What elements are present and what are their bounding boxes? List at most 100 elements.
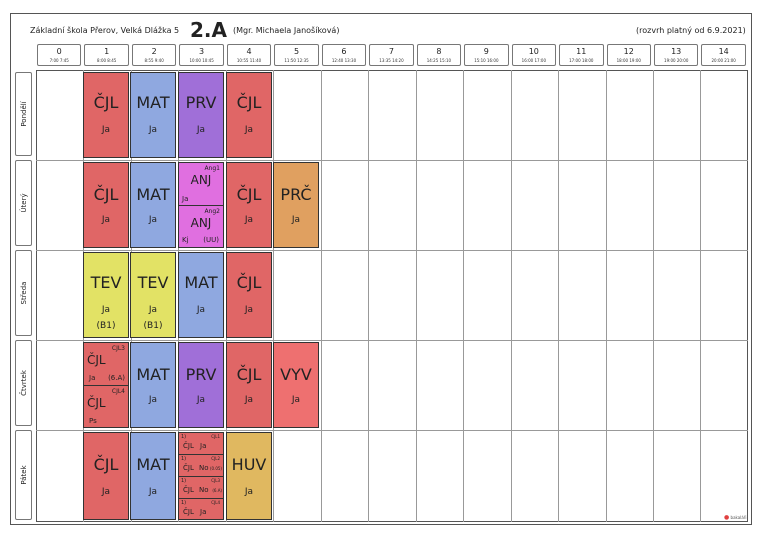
period-header-6: 6 12:40 13:30 <box>321 44 367 66</box>
lesson-subject: ČJL <box>93 185 119 204</box>
lesson-mon-1[interactable]: ČJL Ja <box>83 72 129 158</box>
lesson-subject: ČJL <box>236 365 262 384</box>
lesson-room: (6.A) <box>212 488 222 493</box>
lesson-group: CJL3 <box>111 345 125 352</box>
lesson-subject: PRV <box>185 93 217 112</box>
lesson-group: Ang1 <box>204 165 220 172</box>
lesson-subject: MAT <box>136 455 170 474</box>
grid-column-line <box>273 70 275 522</box>
grid-column-line <box>605 70 607 522</box>
grid-row-line <box>36 160 748 161</box>
logo-icon: ● <box>724 514 730 521</box>
lesson-teacher: Ja <box>148 487 158 497</box>
lesson-teacher: Kj <box>182 236 189 244</box>
lesson-thu-4[interactable]: ČJL Ja <box>226 342 272 428</box>
lesson-subject: ANJ <box>190 216 212 230</box>
lesson-teacher: Ja <box>244 305 254 315</box>
lesson-group-cjl3[interactable]: CJL3 ČJL Ja (6.A) <box>84 343 128 386</box>
lesson-subject: ČJL <box>87 396 106 410</box>
lesson-subject: MAT <box>136 185 170 204</box>
period-time: 14:25 15:10 <box>426 58 452 63</box>
lesson-fri-1[interactable]: ČJL Ja <box>83 432 129 520</box>
lesson-subject: TEV <box>90 273 122 292</box>
period-header-10: 10 16:00 17:00 <box>511 44 557 66</box>
lesson-subject: ČJL <box>183 464 194 472</box>
lesson-wed-2[interactable]: TEV Ja (B1) <box>130 252 176 338</box>
grid-row-line <box>36 250 748 251</box>
period-time: 10:55 11:40 <box>236 58 262 63</box>
lesson-group-cjl1[interactable]: 1) CJL1 ČJL Ja <box>179 433 223 455</box>
grid-column-line <box>510 70 512 522</box>
lesson-group: Ang2 <box>204 208 220 215</box>
lesson-thu-2[interactable]: MAT Ja <box>130 342 176 428</box>
period-time: 13:35 14:20 <box>379 58 404 63</box>
lesson-wed-1[interactable]: TEV Ja (B1) <box>83 252 129 338</box>
lesson-teacher: Ja <box>196 305 206 315</box>
lesson-group-cjl2[interactable]: 1) CJL2 ČJL No (0.05) <box>179 455 223 477</box>
period-number: 13 <box>671 47 682 56</box>
lesson-fri-2[interactable]: MAT Ja <box>130 432 176 520</box>
lesson-group-cjl4[interactable]: 1) CJL4 ČJL Ja <box>181 500 220 516</box>
day-label-tuesday: Úterý <box>15 160 32 246</box>
grid-row-line <box>36 340 748 341</box>
period-time: 15:10 16:00 <box>474 58 499 63</box>
lesson-teacher: Ja <box>101 487 111 497</box>
period-number: 5 <box>293 47 300 56</box>
lesson-group-ang1[interactable]: Ang1 ANJ Ja <box>179 163 223 206</box>
period-header-13: 13 19:00 20:00 <box>653 44 699 66</box>
valid-from: (rozvrh platný od 6.9.2021) <box>636 26 746 35</box>
period-time: 7:00 7:45 <box>49 58 69 63</box>
lesson-mon-3[interactable]: PRV Ja <box>178 72 224 158</box>
lesson-group-cjl4[interactable]: CJL4 ČJL Ps <box>84 386 128 427</box>
lesson-tue-3[interactable]: Ang1 ANJ Ja Ang2 ANJ Kj (UU) <box>178 162 224 248</box>
lesson-teacher: Ja <box>244 215 254 225</box>
lesson-wed-4[interactable]: ČJL Ja <box>226 252 272 338</box>
day-label-thursday: Čtvrtek <box>15 340 32 426</box>
lesson-fri-4[interactable]: HUV Ja <box>226 432 272 520</box>
lesson-thu-5[interactable]: VYV Ja <box>273 342 319 428</box>
lesson-tue-1[interactable]: ČJL Ja <box>83 162 129 248</box>
lesson-group: CJL2 <box>211 456 220 461</box>
lesson-thu-1[interactable]: CJL3 ČJL Ja (6.A) CJL4 ČJL Ps <box>83 342 129 428</box>
day-label-wednesday: Středa <box>15 250 32 336</box>
lesson-subject: HUV <box>231 455 267 474</box>
class-teacher: (Mgr. Michaela Janošíková) <box>233 26 340 35</box>
lesson-fri-3[interactable]: 1) CJL1 ČJL Ja 1) CJL2 ČJL No (0.05) 1) … <box>178 432 224 520</box>
period-number: 14 <box>718 47 729 56</box>
period-time: 10:00 10:45 <box>189 58 214 63</box>
grid-column-line <box>320 70 322 522</box>
grid-column-line <box>652 70 654 522</box>
lesson-thu-3[interactable]: PRV Ja <box>178 342 224 428</box>
period-header-3: 3 10:00 10:45 <box>179 44 224 66</box>
lesson-teacher: Ja <box>244 395 254 405</box>
lesson-subject: ČJL <box>236 93 262 112</box>
lesson-wed-3[interactable]: MAT Ja <box>178 252 224 338</box>
lesson-group: CJL4 <box>211 500 220 505</box>
lesson-teacher: Ja <box>200 442 207 450</box>
period-header-4: 4 10:55 11:40 <box>226 44 272 66</box>
grid-column-line <box>700 70 702 522</box>
period-number: 10 <box>528 47 539 56</box>
lesson-tue-5[interactable]: PRČ Ja <box>273 162 319 248</box>
lesson-teacher: No <box>199 486 209 494</box>
period-time: 16:00 17:00 <box>521 58 546 63</box>
grid-column-line <box>415 70 417 522</box>
lesson-mon-2[interactable]: MAT Ja <box>130 72 176 158</box>
lesson-teacher: Ja <box>101 125 111 135</box>
day-label-monday: Pondělí <box>15 72 32 156</box>
period-header-9: 9 15:10 16:00 <box>464 44 509 66</box>
lesson-tue-4[interactable]: ČJL Ja <box>226 162 272 248</box>
period-header-5: 5 11:50 12:35 <box>274 44 319 66</box>
lesson-group: CJL4 <box>111 388 125 395</box>
period-number: 6 <box>341 47 347 56</box>
period-number: 2 <box>151 47 157 56</box>
period-header-1: 1 8:00 8:45 <box>84 44 129 66</box>
lesson-tue-2[interactable]: MAT Ja <box>130 162 176 248</box>
period-header-14: 14 20:00 21:00 <box>701 44 746 66</box>
lesson-teacher: Ja <box>148 125 158 135</box>
lesson-subject: ANJ <box>190 173 212 187</box>
period-number: 1 <box>104 47 110 56</box>
lesson-mon-4[interactable]: ČJL Ja <box>226 72 272 158</box>
lesson-group-ang2[interactable]: Ang2 ANJ Kj (UU) <box>179 206 223 247</box>
lesson-group-cjl3[interactable]: 1) CJL3 ČJL No (6.A) <box>179 477 223 499</box>
